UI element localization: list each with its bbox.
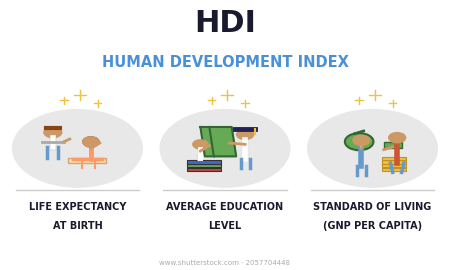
Polygon shape bbox=[200, 127, 236, 156]
Circle shape bbox=[13, 110, 142, 187]
Text: AT BIRTH: AT BIRTH bbox=[53, 221, 102, 231]
FancyBboxPatch shape bbox=[187, 168, 220, 171]
Circle shape bbox=[389, 133, 406, 143]
Text: (GNP PER CAPITA): (GNP PER CAPITA) bbox=[323, 221, 422, 231]
Circle shape bbox=[83, 137, 99, 147]
FancyBboxPatch shape bbox=[382, 168, 406, 171]
FancyBboxPatch shape bbox=[382, 157, 406, 160]
Circle shape bbox=[345, 133, 373, 150]
Text: AVERAGE EDUCATION: AVERAGE EDUCATION bbox=[166, 202, 284, 212]
FancyBboxPatch shape bbox=[382, 164, 406, 167]
Circle shape bbox=[353, 135, 370, 146]
Text: LIFE EXPECTANCY: LIFE EXPECTANCY bbox=[29, 202, 126, 212]
FancyBboxPatch shape bbox=[68, 158, 107, 163]
Text: STANDARD OF LIVING: STANDARD OF LIVING bbox=[314, 202, 432, 212]
Circle shape bbox=[193, 140, 208, 149]
FancyBboxPatch shape bbox=[384, 142, 402, 148]
Circle shape bbox=[84, 139, 98, 147]
Text: HDI: HDI bbox=[194, 9, 256, 38]
Circle shape bbox=[83, 137, 99, 147]
Text: HUMAN DEVELOPMENT INDEX: HUMAN DEVELOPMENT INDEX bbox=[102, 55, 348, 70]
Text: $: $ bbox=[356, 137, 363, 147]
FancyBboxPatch shape bbox=[187, 160, 220, 164]
Circle shape bbox=[44, 127, 62, 138]
Circle shape bbox=[308, 110, 437, 187]
Circle shape bbox=[237, 129, 254, 140]
FancyBboxPatch shape bbox=[382, 160, 406, 164]
Text: www.shutterstock.com · 2057704448: www.shutterstock.com · 2057704448 bbox=[159, 260, 291, 266]
Text: LEVEL: LEVEL bbox=[208, 221, 242, 231]
FancyBboxPatch shape bbox=[187, 164, 220, 167]
Circle shape bbox=[160, 110, 290, 187]
